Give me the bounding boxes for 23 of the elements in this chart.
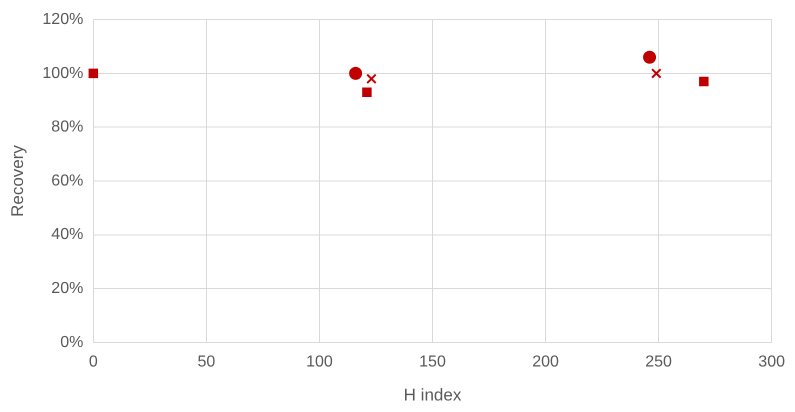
y-tick-label: 0% [60,334,84,351]
x-tick-label: 100 [306,353,333,370]
y-tick-label: 60% [51,172,84,190]
y-tick-label: 80% [51,118,84,136]
point [643,50,656,64]
y-tick-label: 120% [42,11,84,28]
point [362,87,372,97]
y-tick-label: 40% [51,226,84,244]
x-tick-label: 50 [197,353,216,370]
point [699,76,709,86]
y-axis-title: Recovery [8,144,27,217]
x-tick-label: 250 [645,353,672,370]
point [88,68,98,78]
y-tick-label: 20% [51,280,84,298]
x-axis-title: H index [404,385,462,404]
point [366,74,377,84]
point [651,68,662,79]
y-tick-label: 100% [42,64,84,82]
point [349,66,362,80]
x-tick-label: 150 [419,353,446,370]
x-tick-label: 0 [88,353,98,370]
x-tick-label: 200 [532,353,559,370]
x-tick-label: 300 [758,353,786,370]
